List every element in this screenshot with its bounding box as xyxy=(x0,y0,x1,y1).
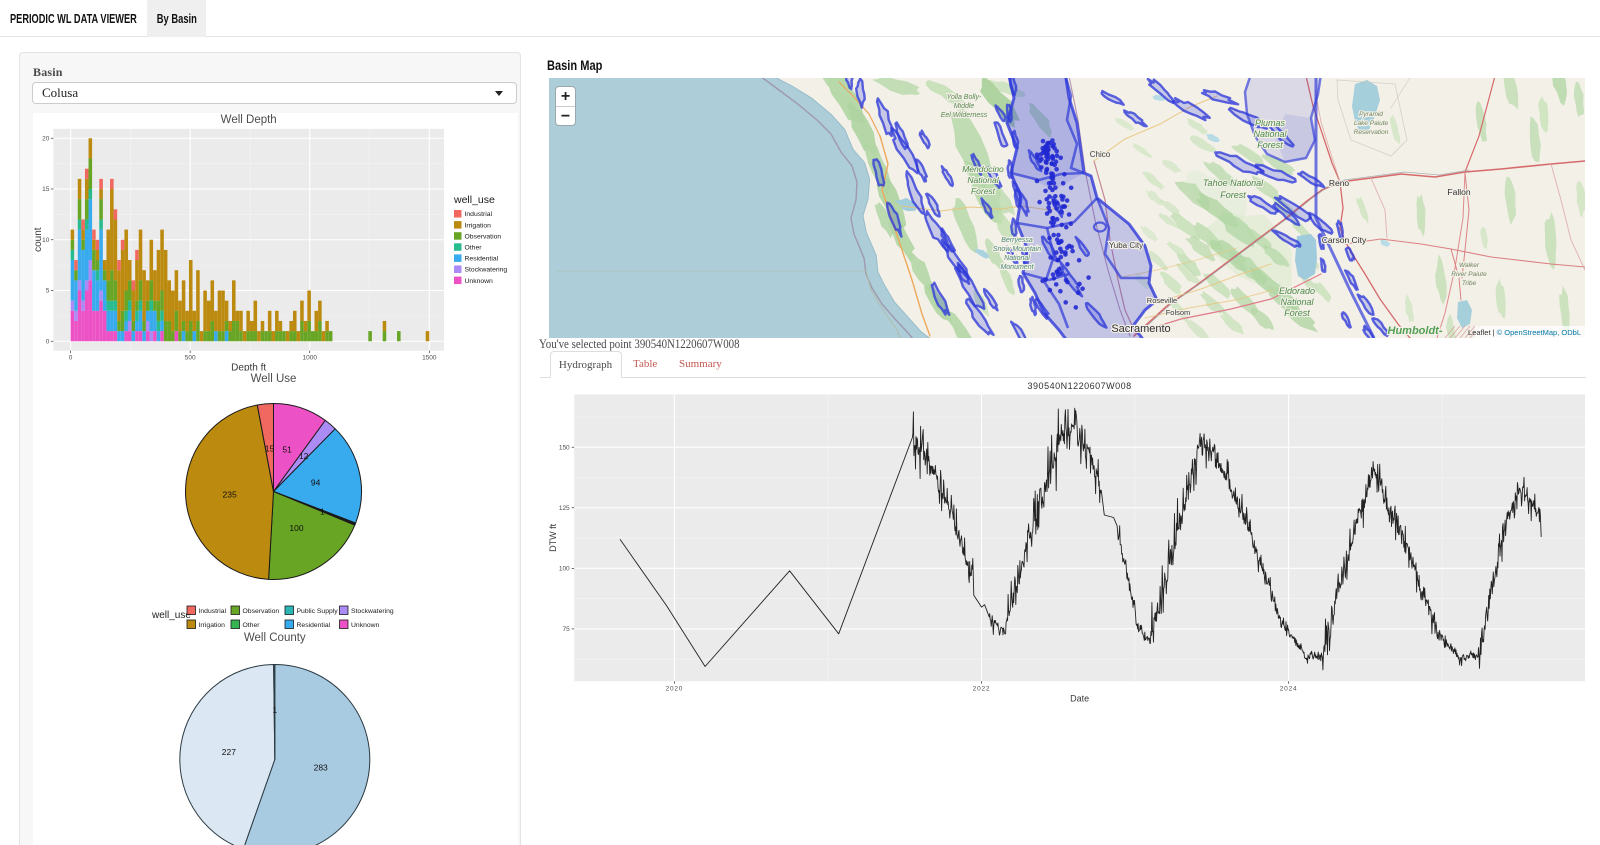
svg-text:1: 1 xyxy=(273,706,278,715)
svg-text:Industrial: Industrial xyxy=(199,608,227,615)
svg-text:well_use: well_use xyxy=(151,610,191,621)
svg-text:Tahoe National: Tahoe National xyxy=(1203,178,1264,188)
svg-text:Lake Paiute: Lake Paiute xyxy=(1354,120,1389,127)
svg-text:Reno: Reno xyxy=(1329,178,1350,188)
svg-text:National: National xyxy=(967,175,999,185)
svg-text:Date: Date xyxy=(1070,693,1089,703)
svg-text:National: National xyxy=(1280,297,1314,307)
svg-text:1500: 1500 xyxy=(422,355,437,362)
svg-text:Berryessa: Berryessa xyxy=(1001,237,1033,244)
svg-text:Well Depth: Well Depth xyxy=(221,114,277,126)
svg-text:15: 15 xyxy=(42,186,50,193)
svg-text:Mendocino: Mendocino xyxy=(962,164,1004,174)
svg-text:Well County: Well County xyxy=(244,632,306,644)
svg-text:Other: Other xyxy=(243,622,261,629)
svg-text:10: 10 xyxy=(42,237,50,244)
svg-text:Irrigation: Irrigation xyxy=(465,222,492,229)
svg-text:Middle: Middle xyxy=(954,103,975,110)
svg-text:Forest: Forest xyxy=(1220,190,1246,200)
svg-text:Tribe: Tribe xyxy=(1462,280,1477,287)
svg-text:Forest: Forest xyxy=(1284,308,1310,318)
svg-text:Stockwatering: Stockwatering xyxy=(351,608,394,615)
svg-text:227: 227 xyxy=(222,747,236,757)
svg-text:Forest: Forest xyxy=(1257,140,1283,150)
svg-text:Observation: Observation xyxy=(465,233,502,240)
svg-text:2020: 2020 xyxy=(666,685,684,692)
svg-text:Forest: Forest xyxy=(971,186,996,196)
svg-text:Other: Other xyxy=(465,245,483,252)
svg-text:Humboldt-: Humboldt- xyxy=(1388,325,1443,337)
svg-text:1000: 1000 xyxy=(303,355,318,362)
svg-text:5: 5 xyxy=(46,288,50,295)
svg-text:River Paiute: River Paiute xyxy=(1451,271,1487,278)
svg-text:Residential: Residential xyxy=(297,622,331,629)
svg-text:Eldorado: Eldorado xyxy=(1279,286,1315,296)
svg-text:Plumas: Plumas xyxy=(1255,118,1286,128)
svg-text:75: 75 xyxy=(562,626,570,633)
svg-text:Pyramid: Pyramid xyxy=(1359,111,1383,118)
svg-text:Unknown: Unknown xyxy=(465,278,494,285)
svg-text:125: 125 xyxy=(559,505,570,512)
svg-text:94: 94 xyxy=(311,477,321,487)
svg-text:Monument: Monument xyxy=(1000,264,1034,271)
svg-text:2022: 2022 xyxy=(973,685,991,692)
svg-text:20: 20 xyxy=(42,135,50,142)
svg-text:Walker: Walker xyxy=(1459,262,1480,269)
svg-text:Yuba City: Yuba City xyxy=(1109,241,1143,250)
svg-text:15: 15 xyxy=(265,444,275,454)
svg-text:Sacramento: Sacramento xyxy=(1111,323,1170,335)
svg-text:Depth ft: Depth ft xyxy=(231,363,266,371)
svg-text:Yolla Bolly-: Yolla Bolly- xyxy=(947,94,982,101)
svg-text:Folsom: Folsom xyxy=(1166,308,1191,317)
svg-text:Unknown: Unknown xyxy=(351,622,380,629)
svg-text:count: count xyxy=(33,227,44,252)
svg-text:51: 51 xyxy=(282,445,292,455)
svg-text:National: National xyxy=(1004,255,1030,262)
svg-text:Roseville: Roseville xyxy=(1147,296,1177,305)
svg-text:283: 283 xyxy=(314,762,328,772)
svg-text:1: 1 xyxy=(320,506,325,516)
svg-text:DTW ft: DTW ft xyxy=(548,523,558,551)
svg-text:Industrial: Industrial xyxy=(465,211,493,218)
svg-text:390540N1220607W008: 390540N1220607W008 xyxy=(1028,381,1132,391)
svg-text:Irrigation: Irrigation xyxy=(199,622,226,629)
svg-text:Chico: Chico xyxy=(1090,150,1111,159)
svg-text:Fallon: Fallon xyxy=(1447,187,1470,197)
svg-text:Public Supply: Public Supply xyxy=(297,608,339,615)
svg-text:500: 500 xyxy=(185,355,196,362)
svg-text:Stockwatering: Stockwatering xyxy=(465,267,508,274)
svg-text:12: 12 xyxy=(299,451,309,461)
svg-text:Leaflet | © OpenStreetMap, ODb: Leaflet | © OpenStreetMap, ODbL xyxy=(1468,328,1581,337)
svg-text:Carson City: Carson City xyxy=(1322,235,1367,245)
svg-text:Well Use: Well Use xyxy=(251,373,297,385)
svg-text:National: National xyxy=(1253,129,1287,139)
svg-text:150: 150 xyxy=(559,444,570,451)
svg-text:Reservation: Reservation xyxy=(1354,129,1389,136)
svg-text:100: 100 xyxy=(289,523,303,533)
svg-text:0: 0 xyxy=(46,338,50,345)
svg-text:0: 0 xyxy=(69,355,73,362)
svg-text:Snow Mountain: Snow Mountain xyxy=(993,246,1041,253)
svg-text:well_use: well_use xyxy=(453,194,495,206)
svg-text:Residential: Residential xyxy=(465,256,499,263)
svg-text:2024: 2024 xyxy=(1280,685,1298,692)
svg-text:Eel Wilderness: Eel Wilderness xyxy=(941,112,988,119)
svg-text:235: 235 xyxy=(223,489,237,499)
svg-text:Observation: Observation xyxy=(243,608,280,615)
svg-text:100: 100 xyxy=(559,566,570,573)
